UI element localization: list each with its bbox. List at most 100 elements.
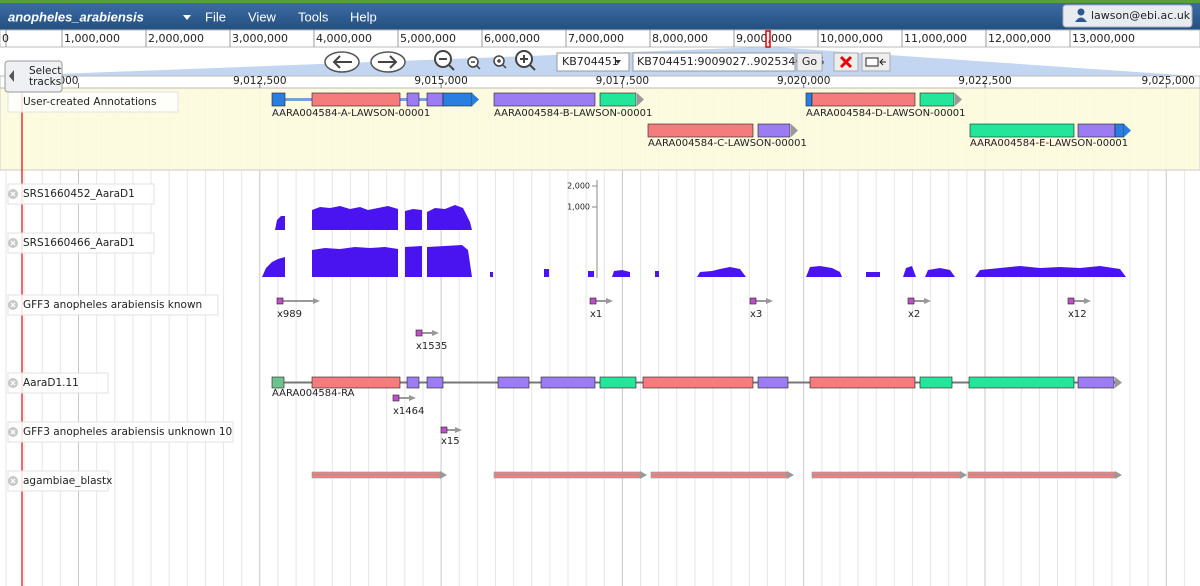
feature-part	[392, 394, 400, 402]
feature-label: x15	[441, 436, 460, 447]
go-label: Go	[802, 55, 818, 68]
feature-label: x1464	[393, 406, 424, 417]
overview-tick-label: 6,000,000	[484, 32, 540, 45]
track-label[interactable]: SRS1660466_AaraD1	[23, 237, 135, 249]
coverage-scale-label: 2,000	[567, 182, 590, 191]
overview-tick-label: 2,000,000	[148, 32, 204, 45]
strand-arrow	[606, 298, 613, 304]
strand-arrow	[640, 471, 647, 479]
strand-arrow	[472, 93, 479, 106]
feature-label: AARA004584-D-LAWSON-00001	[806, 108, 966, 119]
tracks: User-created Annotations SRS1660452_AaraD…	[7, 91, 1131, 492]
user-icon	[1075, 17, 1087, 22]
feature[interactable]: x989	[276, 297, 320, 320]
menu-bar	[0, 0, 1200, 30]
feature[interactable]: AARA004584-D-LAWSON-00001	[805, 92, 966, 119]
feature-part	[907, 297, 915, 305]
strand-arrow	[960, 471, 967, 479]
feature-part	[271, 376, 285, 389]
feature-part	[540, 376, 596, 389]
feature-part	[426, 92, 444, 107]
track-label[interactable]: AaraD1.11	[23, 377, 79, 389]
feature-part	[969, 123, 1075, 138]
feature-part	[757, 376, 789, 389]
menu-item[interactable]: File	[205, 9, 226, 24]
strand-arrow	[440, 471, 447, 479]
user-button[interactable]	[1062, 4, 1193, 28]
user-name[interactable]: lawson@ebi.ac.uk	[1091, 9, 1191, 22]
feature[interactable]: x12	[1067, 297, 1091, 320]
feature-label: x2	[908, 309, 920, 320]
feature-part	[406, 92, 420, 107]
overview-tick-label: 12,000,000	[988, 32, 1051, 45]
navigation: KB704451 KB704451:9009027..9025346 (16 G…	[324, 50, 891, 73]
overview-tick-label: 5,000,000	[400, 32, 456, 45]
feature-part	[1077, 376, 1115, 389]
strand-arrow	[432, 330, 439, 336]
location-box[interactable]	[632, 52, 796, 72]
track-close-x	[10, 302, 16, 308]
feature[interactable]: AARA004584-C-LAWSON-00001	[647, 123, 807, 149]
feature[interactable]: x3	[749, 297, 773, 320]
app-title[interactable]: anopheles_arabiensis	[8, 9, 144, 24]
detail-ruler	[0, 75, 1200, 89]
track-label[interactable]: SRS1660452_AaraD1	[23, 188, 135, 200]
strand-arrow	[637, 93, 644, 106]
detail-tick-label: 9,022,500	[958, 75, 1011, 87]
zoom-icon	[497, 59, 507, 69]
coverage-track-1	[275, 205, 472, 230]
feature[interactable]: AARA004584-B-LAWSON-00001	[493, 92, 652, 119]
track-label[interactable]: GFF3 anopheles arabiensis known	[23, 299, 202, 311]
feature[interactable]: x15	[440, 426, 462, 447]
track-label[interactable]: agambiae_blastx	[23, 475, 112, 487]
feature[interactable]: x1535	[415, 329, 447, 352]
detail-tick-label: 9,015,000	[414, 75, 467, 87]
go-button[interactable]	[796, 52, 823, 72]
menu-item[interactable]: Tools	[298, 9, 329, 24]
menu-item[interactable]: Help	[350, 9, 377, 24]
overview-ruler[interactable]	[0, 29, 1200, 48]
blast-hit[interactable]	[811, 471, 967, 479]
feature[interactable]: AARA004584-RA	[271, 376, 1122, 399]
feature-part	[442, 92, 473, 107]
blast-hit[interactable]	[311, 471, 447, 479]
track-label[interactable]: GFF3 anopheles arabiensis unknown 10	[23, 426, 232, 438]
feature-part	[271, 92, 286, 107]
track-close-x	[10, 240, 16, 246]
app-dropdown[interactable]	[183, 15, 191, 20]
track-close-x	[10, 191, 16, 197]
highlight-icon	[865, 57, 879, 67]
feature-part	[1077, 123, 1116, 138]
menu-item[interactable]: View	[248, 9, 277, 24]
feature[interactable]: AARA004584-A-LAWSON-00001	[271, 92, 479, 119]
feature[interactable]: x1464	[392, 394, 424, 417]
feature[interactable]: AARA004584-E-LAWSON-00001	[969, 123, 1131, 149]
feature-part	[757, 123, 791, 138]
strand-arrow	[313, 298, 320, 304]
overview-tick-label: 10,000,000	[820, 32, 883, 45]
feature-part	[415, 329, 423, 337]
track-label-box[interactable]	[7, 91, 179, 113]
feature-part	[406, 376, 420, 389]
feature[interactable]: x1	[589, 297, 613, 320]
feature[interactable]: x2	[907, 297, 931, 320]
feature-label: AARA004584-A-LAWSON-00001	[272, 108, 430, 119]
feature-label: x3	[750, 309, 762, 320]
reference-sequence: KB704451	[562, 55, 619, 68]
feature-part	[589, 297, 597, 305]
feature-label: AARA004584-B-LAWSON-00001	[494, 108, 652, 119]
blast-hit[interactable]	[493, 471, 647, 479]
select-tracks-arrow	[9, 70, 14, 82]
reference-select[interactable]	[556, 52, 630, 72]
overview-tick-label: 7,000,000	[568, 32, 624, 45]
blast-hit[interactable]	[967, 471, 1122, 479]
select-tracks-tab[interactable]	[4, 60, 63, 93]
track-label[interactable]: User-created Annotations	[23, 96, 156, 108]
feature-part	[599, 92, 637, 107]
detail-tick-label: 9,025,000	[1142, 75, 1195, 87]
feature-label: x1	[590, 309, 602, 320]
overview-tick-label: 11,000,000	[904, 32, 967, 45]
blast-hit[interactable]	[650, 471, 794, 479]
feature-part	[440, 426, 448, 434]
